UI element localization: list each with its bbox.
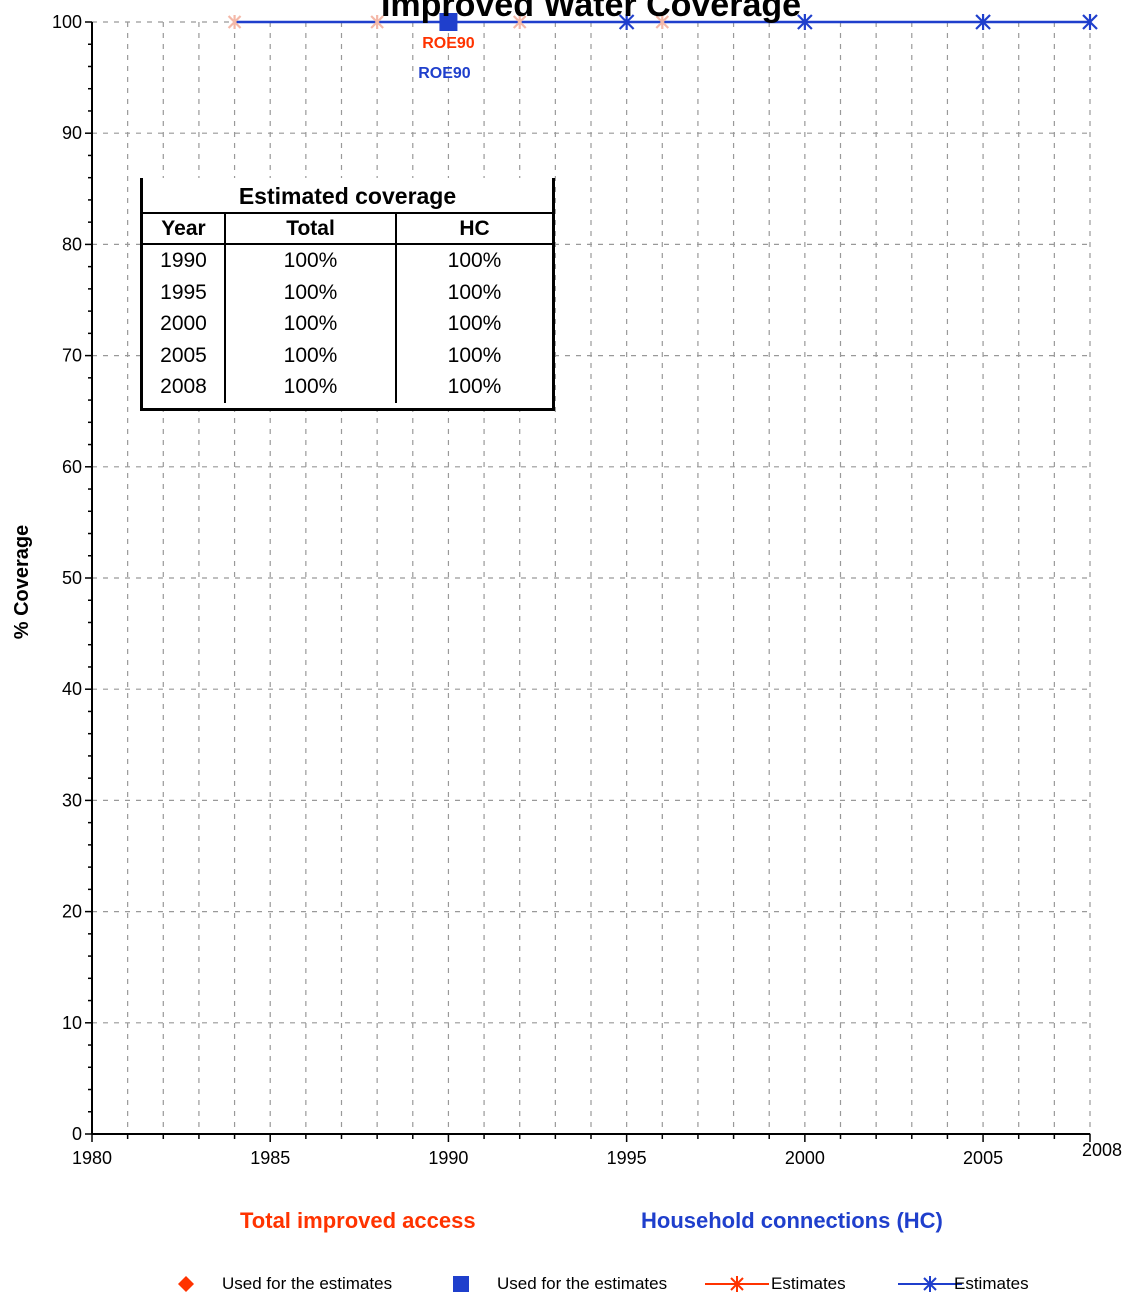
table-cell-hc: 100% xyxy=(447,375,502,399)
legend: Used for the estimates Used for the esti… xyxy=(0,1268,1123,1300)
y-tick-label: 30 xyxy=(62,790,82,810)
red-diamond-icon xyxy=(178,1276,194,1292)
table-header-total: Total xyxy=(226,214,397,245)
table-title: Estimated coverage xyxy=(143,178,552,214)
table-cell-hc: 100% xyxy=(447,280,502,304)
total-estimate-marker xyxy=(370,15,384,29)
hc-estimate-marker xyxy=(618,14,635,30)
x-tick-label: 1990 xyxy=(428,1148,468,1168)
y-tick-label: 20 xyxy=(62,902,82,922)
series-marks: ROE90 ROE90 xyxy=(227,13,1098,82)
table-cell-hc: 100% xyxy=(447,249,502,272)
series-label-total: Total improved access xyxy=(240,1208,476,1233)
y-tick-label: 90 xyxy=(62,123,82,143)
table-cell-year: 2005 xyxy=(143,339,226,372)
red-asterisk-line-icon xyxy=(705,1276,769,1292)
legend-label: Estimates xyxy=(771,1274,846,1293)
table-header-hc: HC xyxy=(397,214,552,245)
estimated-coverage-table: Estimated coverage Year Total HC 1990 10… xyxy=(140,178,555,411)
y-tick-label: 50 xyxy=(62,568,82,588)
hc-estimate-marker xyxy=(975,14,991,30)
hc-survey-point xyxy=(439,13,458,31)
x-tick-label: 2000 xyxy=(785,1148,825,1168)
table-cell-hc: 100% xyxy=(447,343,502,367)
y-tick-label: 40 xyxy=(62,679,82,699)
table-cell-total: 100% xyxy=(226,276,397,309)
legend-label: Used for the estimates xyxy=(222,1274,393,1293)
table-cell-year: 1990 xyxy=(143,245,226,277)
x-tick-label: 1985 xyxy=(250,1148,290,1168)
table-cell-total: 100% xyxy=(226,339,397,372)
total-estimate-marker xyxy=(227,15,242,29)
table-body: Year Total HC 1990 100% 100% 1995 100% 1… xyxy=(143,214,552,403)
y-tick-label: 80 xyxy=(62,234,82,254)
table-cell-hc: 100% xyxy=(447,312,502,336)
y-tick-label: 60 xyxy=(62,457,82,477)
legend-label: Used for the estimates xyxy=(497,1274,668,1293)
table-cell-total: 100% xyxy=(226,371,397,403)
blue-square-icon xyxy=(453,1276,469,1292)
legend-label: Estimates xyxy=(954,1274,1029,1293)
chart-title: Improved Water Coverage xyxy=(381,0,801,24)
table-cell-year: 2008 xyxy=(143,371,226,403)
y-tick-label: 0 xyxy=(72,1124,82,1144)
y-tick-label: 10 xyxy=(62,1013,82,1033)
total-estimate-marker xyxy=(655,15,670,29)
x-tick-label: 1980 xyxy=(72,1148,112,1168)
x-tick-label: 2005 xyxy=(963,1148,1003,1168)
table-cell-total: 100% xyxy=(226,308,397,340)
table-cell-total: 100% xyxy=(226,245,397,277)
y-tick-label: 100 xyxy=(52,12,82,32)
x-tick-label: 2008 xyxy=(1082,1140,1122,1160)
blue-asterisk-line-icon xyxy=(898,1276,962,1292)
y-tick-label: 70 xyxy=(62,346,82,366)
hc-estimate-marker xyxy=(797,14,813,30)
y-axis-title: % Coverage xyxy=(11,525,33,640)
table-header-year: Year xyxy=(143,214,226,245)
hc-survey-label: ROE90 xyxy=(418,65,471,82)
hc-estimate-marker xyxy=(1082,14,1098,30)
series-label-hc: Household connections (HC) xyxy=(641,1208,943,1233)
total-estimate-marker xyxy=(512,15,527,29)
total-survey-label: ROE90 xyxy=(422,35,475,52)
x-tick-label: 1995 xyxy=(607,1148,647,1168)
table-cell-year: 2000 xyxy=(143,308,226,340)
table-cell-year: 1995 xyxy=(143,276,226,309)
